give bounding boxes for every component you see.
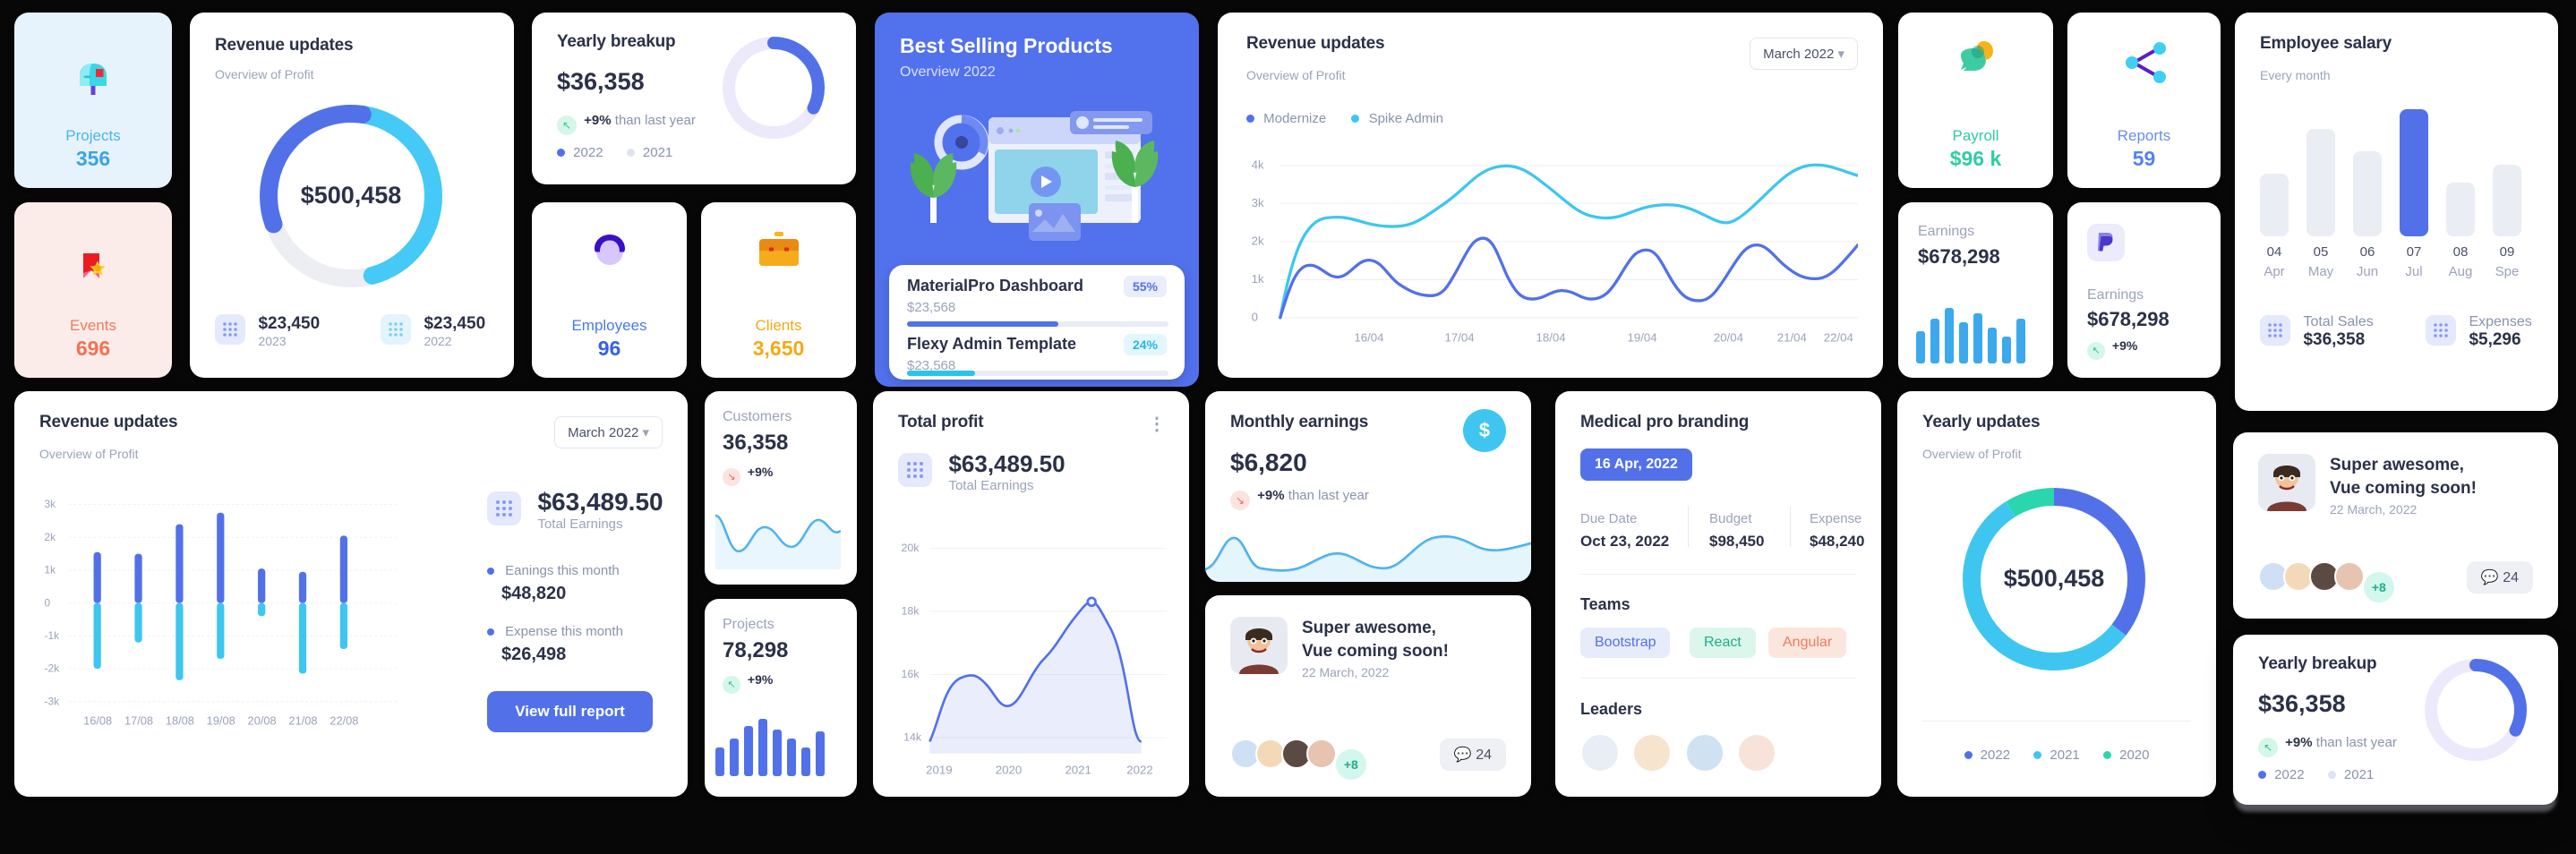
svg-text:08: 08 (2453, 244, 2469, 260)
svg-text:21/04: 21/04 (1777, 330, 1807, 344)
svg-text:18k: 18k (902, 604, 920, 617)
svg-text:09: 09 (2500, 244, 2515, 260)
svg-text:17/04: 17/04 (1445, 330, 1475, 344)
svg-text:$500,458: $500,458 (2004, 565, 2105, 592)
svg-text:2019: 2019 (926, 764, 952, 776)
svg-text:0: 0 (1252, 311, 1258, 324)
svg-text:04: 04 (2267, 244, 2282, 260)
svg-text:0: 0 (45, 596, 51, 609)
svg-text:-2k: -2k (45, 662, 60, 675)
svg-text:1k: 1k (1252, 272, 1264, 286)
svg-text:4k: 4k (1252, 158, 1264, 172)
svg-text:2k: 2k (1252, 235, 1264, 248)
svg-text:May: May (2308, 264, 2334, 279)
svg-text:18/08: 18/08 (166, 713, 194, 727)
svg-text:Apr: Apr (2264, 264, 2284, 279)
svg-text:2020: 2020 (996, 764, 1022, 776)
svg-text:18/04: 18/04 (1536, 330, 1566, 344)
svg-text:06: 06 (2360, 244, 2375, 260)
svg-text:$500,458: $500,458 (301, 182, 402, 209)
svg-text:19/04: 19/04 (1628, 330, 1657, 344)
svg-text:3k: 3k (1252, 196, 1264, 209)
svg-text:1k: 1k (45, 564, 56, 576)
svg-text:05: 05 (2314, 244, 2329, 260)
svg-text:20k: 20k (902, 542, 920, 554)
svg-text:19/08: 19/08 (207, 713, 235, 727)
svg-text:17/08: 17/08 (124, 713, 153, 727)
svg-text:2022: 2022 (1126, 764, 1152, 776)
svg-text:20/04: 20/04 (1714, 330, 1743, 344)
svg-text:22/04: 22/04 (1824, 330, 1853, 344)
svg-text:3k: 3k (45, 498, 56, 510)
svg-text:22/08: 22/08 (329, 713, 358, 727)
svg-text:16k: 16k (902, 668, 920, 680)
svg-text:-3k: -3k (45, 695, 60, 707)
svg-text:Aug: Aug (2449, 264, 2473, 279)
svg-text:14k: 14k (903, 731, 922, 744)
svg-text:07: 07 (2407, 244, 2422, 260)
svg-text:20/08: 20/08 (248, 713, 277, 727)
svg-text:-1k: -1k (45, 629, 60, 642)
svg-text:16/08: 16/08 (83, 713, 112, 727)
svg-text:Spe: Spe (2495, 264, 2520, 279)
svg-text:16/04: 16/04 (1354, 330, 1383, 344)
svg-text:21/08: 21/08 (288, 713, 317, 727)
svg-text:Jun: Jun (2357, 264, 2378, 279)
svg-text:2k: 2k (45, 531, 56, 543)
svg-text:Jul: Jul (2405, 264, 2422, 279)
svg-text:2021: 2021 (1065, 764, 1091, 776)
